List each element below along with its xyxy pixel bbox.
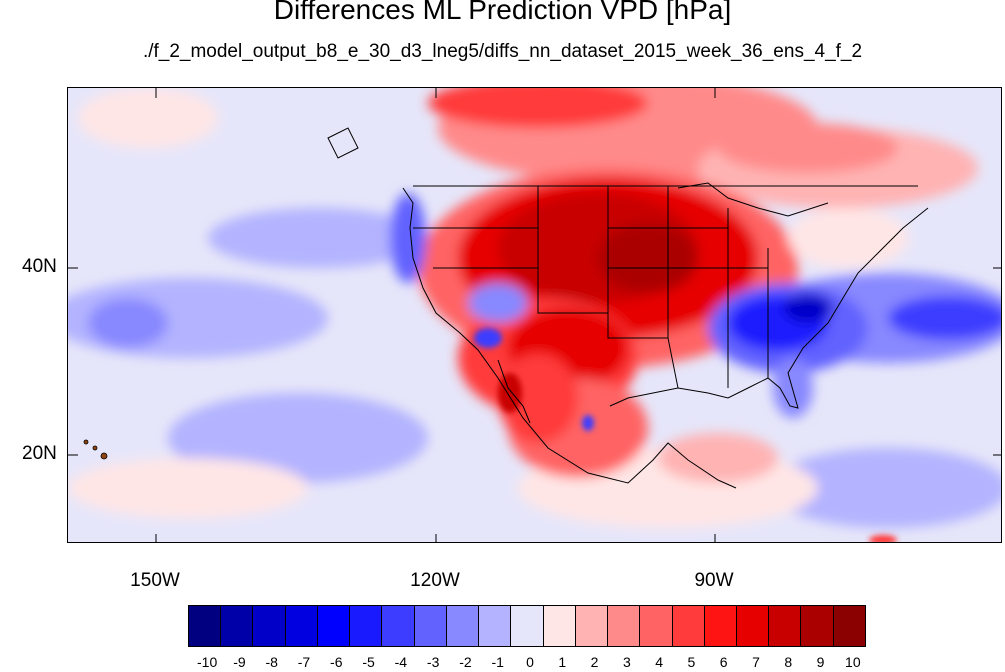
map-title: Differences ML Prediction VPD [hPa] — [273, 0, 732, 25]
colorbar-swatch — [801, 606, 834, 646]
lat-label-40n: 40N — [22, 256, 57, 277]
colorbar-swatch — [640, 606, 673, 646]
colorbar-swatch — [575, 606, 609, 646]
colorbar-tick-label: -2 — [459, 654, 472, 670]
colorbar-tick-label: 7 — [752, 654, 760, 670]
colorbar-tick-label: 1 — [558, 654, 567, 670]
colorbar-tick-label: 9 — [816, 654, 825, 670]
colorbar-swatch — [285, 606, 318, 646]
lon-label-150w: 150W — [130, 570, 180, 591]
colorbar-tick-label: 4 — [655, 654, 664, 670]
colorbar-tick-label: 3 — [622, 654, 631, 670]
colorbar-tick-label: -8 — [265, 654, 278, 670]
colorbar-labels: -10 -9 -8 -7 -6 -5 -4 -3 -2 -1 0 1 2 3 4 5 6 7 8 9 10 — [0, 654, 1005, 672]
colorbar-swatch — [221, 606, 254, 646]
colorbar-tick-label: -4 — [394, 654, 408, 670]
colorbar-tick-label: -10 — [197, 654, 218, 670]
colorbar-swatch — [414, 606, 447, 646]
colorbar-tick-label: -5 — [362, 654, 375, 670]
colorbar-swatch — [382, 606, 415, 646]
colorbar-swatch — [317, 606, 351, 646]
lon-label-90w: 90W — [694, 570, 734, 591]
colorbar-tick-label: -7 — [297, 654, 311, 670]
colorbar-swatch — [736, 606, 770, 646]
colorbar-tick-label: -1 — [491, 654, 504, 670]
colorbar-swatch — [704, 606, 737, 646]
colorbar-swatch — [446, 606, 480, 646]
colorbar-tick-label: -9 — [233, 654, 246, 670]
colorbar-tick-label: -6 — [330, 654, 343, 670]
colorbar-swatch — [769, 606, 802, 646]
lat-label-20n: 20N — [22, 443, 57, 464]
lon-label-120w: 120W — [410, 570, 460, 591]
colorbar-tick-label: 0 — [526, 654, 534, 670]
colorbar-swatch — [479, 606, 512, 646]
colorbar-swatch — [672, 606, 705, 646]
colorbar-tick-label: 10 — [845, 654, 861, 670]
colorbar-tick-label: 5 — [687, 654, 696, 670]
colorbar-swatch — [608, 606, 641, 646]
colorbar — [188, 605, 866, 647]
colorbar-tick-label: 2 — [590, 654, 599, 670]
colorbar-tick-label: 6 — [719, 654, 728, 670]
colorbar-swatch — [253, 606, 286, 646]
colorbar-swatch — [833, 606, 865, 646]
map-subtitle: ./f_2_model_output_b8_e_30_d3_lneg5/diff… — [142, 41, 863, 62]
colorbar-swatch — [189, 606, 222, 646]
colorbar-swatch — [350, 606, 383, 646]
colorbar-swatch — [543, 606, 576, 646]
colorbar-swatch — [511, 606, 544, 646]
vpd-difference-map — [67, 87, 1002, 543]
colorbar-tick-label: 8 — [784, 654, 793, 670]
colorbar-tick-label: -3 — [426, 654, 440, 670]
